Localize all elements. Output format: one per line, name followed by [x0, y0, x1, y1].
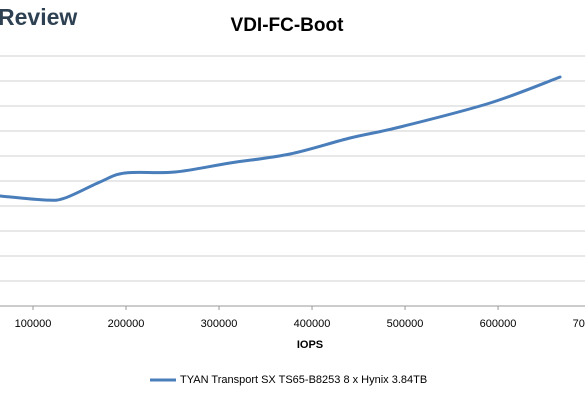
x-tick-label: 300000	[201, 318, 238, 330]
series-line	[0, 75, 562, 202]
chart-title: VDI-FC-Boot	[231, 15, 345, 36]
x-tick-label: 500000	[387, 318, 424, 330]
x-tick-label: 200000	[108, 318, 145, 330]
x-tick-label: 700000	[573, 318, 585, 330]
logo: Review	[0, 4, 77, 30]
x-tick-label: 400000	[294, 318, 331, 330]
legend-label: TYAN Transport SX TS65-B8253 8 x Hynix 3…	[180, 374, 427, 386]
x-tick-label: 100000	[15, 318, 52, 330]
x-axis-label: IOPS	[297, 339, 323, 351]
x-tick-label: 600000	[480, 318, 517, 330]
